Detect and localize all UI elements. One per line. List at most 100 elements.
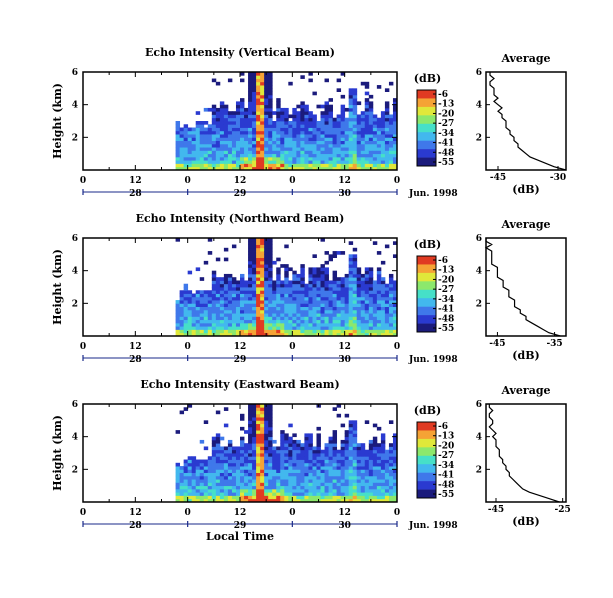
heatmap-cell — [292, 296, 297, 301]
heatmap-cell — [227, 462, 233, 467]
heatmap-cell — [264, 316, 269, 321]
heatmap-cell — [264, 303, 269, 307]
heatmap-cell — [203, 121, 209, 125]
heatmap-cell — [223, 143, 229, 148]
heatmap-cell — [223, 459, 229, 464]
heatmap-cell — [328, 153, 333, 158]
heatmap-cell — [223, 449, 229, 454]
heatmap-cell — [260, 296, 265, 301]
heatmap-cell — [340, 163, 346, 168]
heatmap-cell — [352, 420, 358, 424]
colorbar-segment — [417, 455, 436, 465]
heatmap-cell — [388, 117, 394, 122]
heatmap-cell — [264, 443, 269, 447]
heatmap-cell — [388, 469, 394, 473]
heatmap-cell — [344, 277, 350, 281]
heatmap-cell — [219, 166, 225, 171]
heatmap-cell — [304, 446, 309, 451]
heatmap-cell — [223, 111, 229, 115]
heatmap-cell — [320, 163, 325, 168]
heatmap-cell — [288, 137, 293, 141]
heatmap-cell — [272, 469, 277, 473]
heatmap-cell — [195, 267, 201, 272]
heatmap-cell — [356, 300, 362, 304]
heatmap-cell — [304, 313, 309, 317]
heatmap-cell — [219, 459, 225, 464]
heatmap-cell — [352, 91, 358, 96]
colorbar-tick-label: -6 — [438, 422, 448, 432]
heatmap-cell — [191, 150, 197, 155]
heatmap-cell — [227, 459, 233, 464]
heatmap-cell — [252, 137, 257, 141]
average-frame — [485, 403, 567, 503]
heatmap-cell — [272, 456, 277, 460]
heatmap-cell — [231, 147, 237, 151]
heatmap-cell — [388, 160, 394, 164]
heatmap-cell — [340, 130, 346, 135]
heatmap-cell — [304, 283, 309, 288]
heatmap-cell — [344, 485, 350, 490]
heatmap-cell — [272, 459, 277, 464]
heatmap-cell — [227, 300, 233, 304]
heatmap-cell — [272, 498, 277, 503]
heatmap-cell — [372, 127, 378, 132]
heatmap-cell — [211, 488, 217, 493]
heatmap-cell — [328, 280, 333, 285]
heatmap-cell — [300, 163, 305, 168]
heatmap-cell — [376, 322, 382, 327]
heatmap-cell — [248, 485, 253, 490]
heatmap-cell — [356, 322, 362, 327]
heatmap-cell — [364, 156, 370, 161]
average-frame — [485, 71, 567, 171]
heatmap-cell — [284, 443, 289, 447]
heatmap-cell — [191, 163, 197, 168]
heatmap-cell — [328, 332, 333, 337]
hour-tick-label: 0 — [185, 342, 191, 352]
heatmap-cell — [199, 277, 205, 281]
heatmap-cell — [380, 111, 386, 115]
heatmap-cell — [248, 332, 253, 337]
heatmap-cell — [211, 472, 217, 477]
heatmap-cell — [179, 160, 185, 164]
heatmap-cell — [368, 495, 374, 500]
heatmap-cell — [288, 475, 293, 480]
heatmap-cell — [235, 462, 241, 467]
heatmap-cell — [384, 332, 390, 337]
heatmap-cell — [296, 296, 301, 301]
heatmap-cell — [300, 277, 305, 281]
heatmap-cell — [179, 492, 185, 496]
heatmap-cell — [223, 107, 229, 112]
heatmap-cell — [240, 469, 245, 473]
heatmap-cell — [312, 456, 317, 460]
heatmap-cell — [227, 150, 233, 155]
heatmap-cell — [364, 316, 370, 321]
heatmap-cell — [284, 280, 289, 285]
heatmap-cell — [348, 322, 354, 327]
heatmap-cell — [231, 495, 237, 500]
heatmap-cell — [240, 104, 245, 109]
heatmap-cell — [392, 104, 398, 109]
heatmap-cell — [256, 322, 261, 327]
heatmap-cell — [376, 313, 382, 317]
heatmap-cell — [195, 121, 201, 125]
heatmap-cell — [268, 78, 273, 83]
heatmap-cell — [235, 124, 241, 128]
heatmap-cell — [272, 329, 277, 334]
heatmap-cell — [219, 114, 225, 119]
heatmap-cell — [207, 495, 213, 500]
heatmap-cell — [368, 449, 374, 454]
heatmap-cell — [304, 111, 309, 115]
heatmap-cell — [252, 130, 257, 135]
heatmap-cell — [211, 466, 217, 470]
heatmap-cell — [292, 322, 297, 327]
heatmap-cell — [348, 488, 354, 493]
heatmap-cell — [227, 439, 233, 444]
heatmap-cell — [340, 459, 346, 464]
heatmap-cell — [384, 147, 390, 151]
hour-tick-label: 0 — [289, 342, 295, 352]
colorbar-tick-label: -6 — [438, 256, 448, 266]
heatmap-cell — [199, 439, 205, 444]
heatmap-cell — [264, 251, 269, 255]
heatmap-cell — [260, 134, 265, 138]
heatmap-cell — [211, 453, 217, 457]
